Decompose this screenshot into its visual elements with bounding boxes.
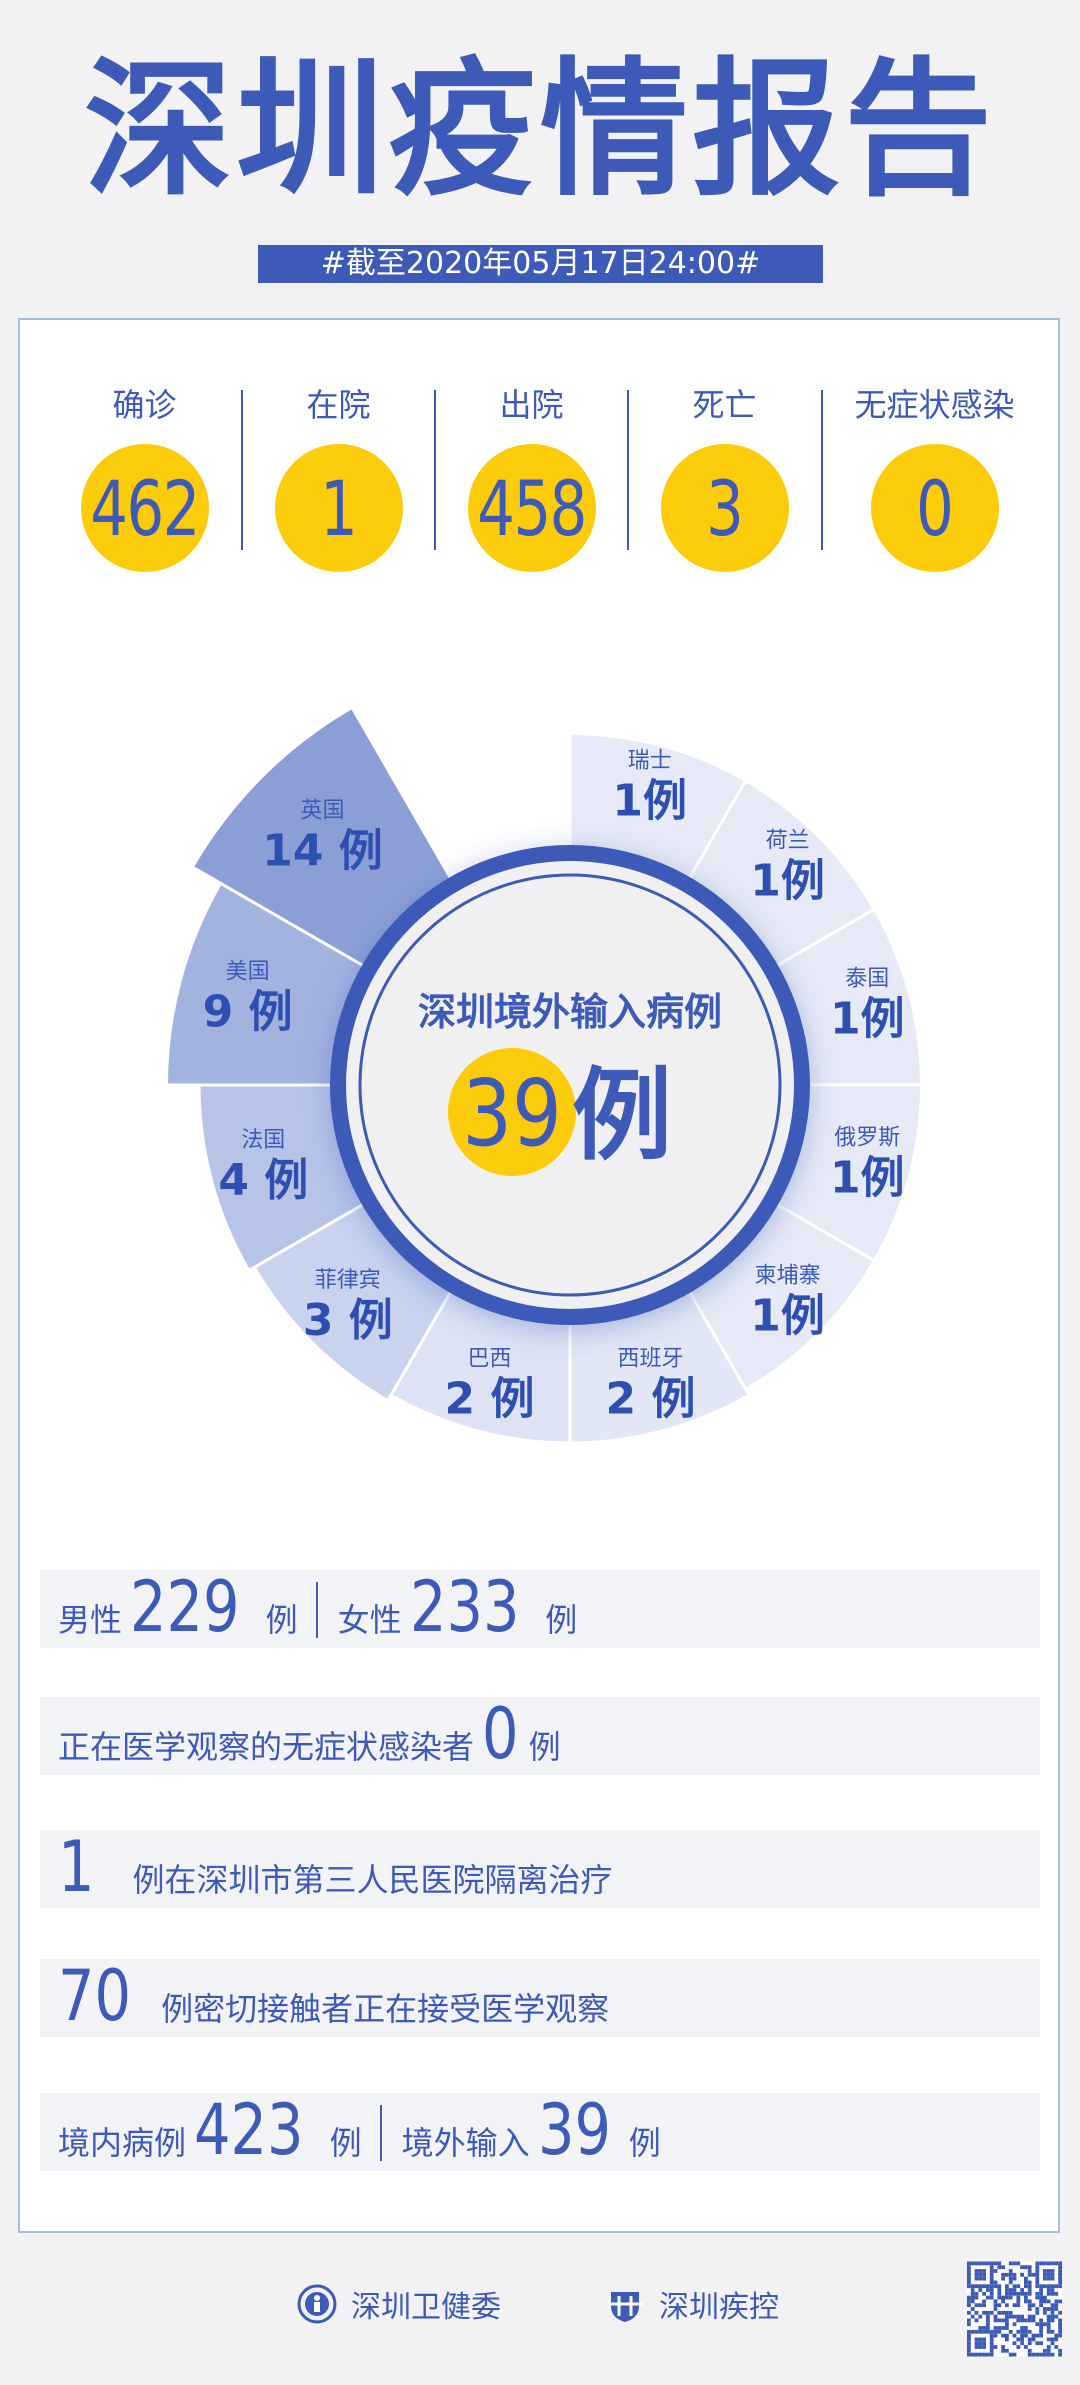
stat-label: 出院 — [499, 386, 564, 424]
imported-label: 境外输入 — [401, 2124, 530, 2162]
stat-discharged: 出院 458 — [435, 380, 628, 572]
segment-country-label: 巴西 — [467, 1346, 511, 1371]
isolation-count: 1 — [58, 1826, 95, 1908]
male-count: 229 — [130, 1566, 240, 1648]
center-title: 深圳境外输入病例 — [418, 990, 722, 1034]
segment-country-label: 柬埔寨 — [755, 1264, 821, 1289]
page-title: 深圳疫情报告 — [84, 44, 996, 216]
contacts-row: 70 例密切接触者正在接受医学观察 — [40, 1959, 1040, 2037]
date-banner: #截至2020年05月17日24:00# — [258, 245, 823, 283]
local-label: 境内病例 — [58, 2124, 187, 2162]
segment-value-label: 1例 — [830, 1153, 905, 1204]
stat-badge: 458 — [467, 444, 596, 572]
segment-country-label: 西班牙 — [617, 1346, 683, 1371]
divider — [241, 390, 243, 550]
segment-country-label: 法国 — [241, 1128, 285, 1153]
divider — [315, 1582, 318, 1638]
segment-value-label: 2 例 — [445, 1373, 535, 1424]
segment-country-label: 荷兰 — [766, 828, 810, 853]
imported-count: 39 — [537, 2089, 611, 2171]
segment-value-label: 1例 — [612, 776, 687, 827]
female-count: 233 — [409, 1566, 520, 1648]
center-inner-ring — [358, 873, 782, 1297]
stat-value: 0 — [916, 463, 954, 553]
stat-value: 458 — [477, 463, 587, 553]
footer-org2: 深圳疾控 — [659, 2290, 779, 2325]
health-commission-logo-icon — [297, 2284, 337, 2324]
segment-value-label: 1例 — [830, 993, 905, 1044]
contacts-count: 70 — [58, 1955, 132, 2037]
stat-badge: 3 — [660, 444, 789, 572]
stat-deaths: 死亡 3 — [628, 380, 821, 572]
contacts-text: 例密切接触者正在接受医学观察 — [161, 1990, 610, 2028]
unit: 例 — [329, 2124, 362, 2162]
divider — [379, 2105, 382, 2161]
qr-code-icon — [967, 2261, 1062, 2357]
stat-value: 462 — [90, 463, 200, 553]
asymptomatic-row: 正在医学观察的无症状感染者 0 例 — [40, 1697, 1040, 1775]
center-total: 39 — [462, 1061, 561, 1168]
isolation-text: 例在深圳市第三人民医院隔离治疗 — [132, 1861, 613, 1899]
segment-value-label: 4 例 — [218, 1155, 308, 1206]
female-label: 女性 — [337, 1601, 402, 1639]
male-label: 男性 — [58, 1601, 123, 1639]
stat-hospitalized: 在院 1 — [242, 380, 435, 572]
segment-value-label: 2 例 — [606, 1373, 696, 1424]
cdc-shield-logo-icon — [607, 2292, 643, 2322]
footer-org1: 深圳卫健委 — [351, 2290, 501, 2325]
gender-row: 男性 229 例 女性 233 例 — [40, 1570, 1040, 1648]
segment-country-label: 俄罗斯 — [834, 1126, 900, 1151]
unit: 例 — [628, 2124, 661, 2162]
segment-value-label: 9 例 — [203, 987, 293, 1038]
segment-value-label: 1例 — [750, 1291, 825, 1342]
stat-asymptomatic: 无症状感染 0 — [838, 380, 1031, 572]
origin-row: 境内病例 423 例 境外输入 39 例 — [40, 2093, 1040, 2171]
segment-value-label: 3 例 — [303, 1295, 393, 1346]
stat-label: 确诊 — [112, 386, 177, 424]
total-badge — [448, 1048, 576, 1176]
isolation-row: 1 例在深圳市第三人民医院隔离治疗 — [40, 1830, 1040, 1908]
stat-label: 无症状感染 — [854, 386, 1015, 424]
stat-label: 在院 — [306, 386, 371, 424]
divider — [627, 390, 629, 550]
stat-value: 3 — [706, 463, 744, 553]
divider — [821, 390, 823, 550]
unit: 例 — [528, 1728, 561, 1766]
stat-value: 1 — [320, 463, 358, 553]
asymptomatic-count: 0 — [482, 1693, 519, 1775]
unit: 例 — [265, 1601, 298, 1639]
stat-badge: 0 — [870, 444, 999, 572]
divider — [434, 390, 436, 550]
stat-badge: 462 — [80, 444, 209, 572]
asymptomatic-label: 正在医学观察的无症状感染者 — [58, 1728, 475, 1766]
center-unit: 例 — [572, 1057, 672, 1174]
stat-label: 死亡 — [692, 386, 757, 424]
footer-org-cdc: 深圳疾控 — [605, 2282, 779, 2326]
segment-country-label: 瑞士 — [628, 749, 672, 774]
segment-value-label: 1例 — [750, 855, 825, 906]
stat-badge: 1 — [274, 444, 403, 572]
segment-country-label: 泰国 — [845, 966, 889, 991]
segment-country-label: 美国 — [226, 960, 270, 985]
segment-country-label: 英国 — [301, 799, 345, 824]
local-count: 423 — [194, 2089, 304, 2171]
stat-confirmed: 确诊 462 — [48, 380, 241, 572]
unit: 例 — [545, 1601, 578, 1639]
segment-value-label: 14 例 — [262, 826, 383, 877]
segment-country-label: 菲律宾 — [315, 1268, 381, 1293]
footer-org-health-commission: 深圳卫健委 — [297, 2282, 501, 2326]
